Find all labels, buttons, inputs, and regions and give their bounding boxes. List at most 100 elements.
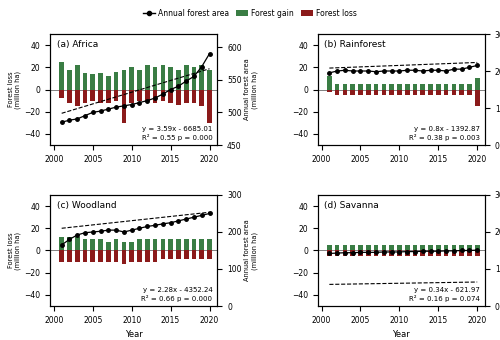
Y-axis label: Annual forest area
(million ha): Annual forest area (million ha) [244, 58, 258, 120]
Bar [98, 251, 103, 261]
Bar [200, 89, 204, 106]
Bar [90, 74, 95, 89]
Bar [327, 76, 332, 89]
Text: (a) Africa: (a) Africa [56, 39, 98, 49]
Bar [67, 237, 72, 251]
Bar [130, 251, 134, 261]
Bar [444, 84, 448, 89]
Bar [444, 89, 448, 95]
Bar [436, 89, 440, 95]
Bar [82, 89, 87, 103]
Bar [412, 84, 418, 89]
Bar [130, 242, 134, 251]
Bar [335, 89, 340, 95]
Bar [327, 251, 332, 256]
Bar [444, 251, 448, 256]
Bar [335, 84, 340, 89]
Bar [342, 245, 347, 251]
Bar [428, 84, 433, 89]
Bar [428, 245, 433, 251]
Text: y = 3.59x - 6685.01
R² = 0.55 p = 0.000: y = 3.59x - 6685.01 R² = 0.55 p = 0.000 [142, 126, 212, 140]
Bar [106, 76, 110, 89]
Text: (d) Savanna: (d) Savanna [324, 201, 379, 209]
Bar [192, 67, 196, 89]
Bar [350, 84, 355, 89]
Bar [412, 89, 418, 95]
Bar [137, 239, 142, 251]
Bar [200, 251, 204, 259]
Bar [452, 84, 456, 89]
Bar [420, 251, 425, 256]
Bar [382, 84, 386, 89]
Bar [475, 89, 480, 106]
Bar [145, 251, 150, 261]
Bar [67, 251, 72, 261]
Bar [160, 89, 165, 101]
Bar [67, 89, 72, 103]
Bar [176, 251, 180, 259]
Bar [137, 89, 142, 101]
Bar [184, 251, 188, 259]
Bar [75, 237, 80, 251]
Bar [152, 89, 158, 103]
Bar [467, 251, 472, 256]
Bar [350, 89, 355, 95]
Bar [390, 89, 394, 95]
Bar [428, 251, 433, 256]
Bar [122, 251, 126, 264]
Y-axis label: Annual forest area
(million ha): Annual forest area (million ha) [244, 220, 258, 282]
Bar [374, 245, 378, 251]
Bar [192, 239, 196, 251]
Bar [168, 67, 173, 89]
X-axis label: Year: Year [392, 330, 410, 339]
Bar [397, 89, 402, 95]
Bar [366, 84, 370, 89]
Bar [82, 251, 87, 261]
Text: y = 0.34x - 621.97
R² = 0.16 p = 0.074: y = 0.34x - 621.97 R² = 0.16 p = 0.074 [409, 287, 480, 302]
Bar [452, 251, 456, 256]
Bar [192, 89, 196, 103]
Bar [60, 62, 64, 89]
Bar [405, 251, 409, 256]
Bar [176, 69, 180, 89]
Text: y = 0.8x - 1392.87
R² = 0.38 p = 0.003: y = 0.8x - 1392.87 R² = 0.38 p = 0.003 [409, 126, 480, 140]
Bar [184, 89, 188, 103]
Bar [207, 251, 212, 259]
Bar [122, 242, 126, 251]
Bar [90, 89, 95, 101]
Bar [428, 89, 433, 95]
Bar [420, 84, 425, 89]
Bar [60, 251, 64, 261]
Bar [412, 245, 418, 251]
Y-axis label: Forest gain
(million ha)


Forest loss
(million ha): Forest gain (million ha) Forest loss (mi… [0, 70, 22, 108]
Bar [358, 89, 363, 95]
Bar [98, 73, 103, 89]
Bar [467, 245, 472, 251]
Bar [327, 89, 332, 92]
Bar [412, 251, 418, 256]
Bar [444, 245, 448, 251]
Bar [168, 89, 173, 103]
Bar [98, 89, 103, 103]
Bar [160, 239, 165, 251]
Bar [98, 239, 103, 251]
Bar [475, 251, 480, 256]
Bar [200, 65, 204, 89]
Bar [327, 245, 332, 251]
Bar [145, 239, 150, 251]
Bar [176, 239, 180, 251]
Bar [130, 89, 134, 103]
Bar [397, 245, 402, 251]
Bar [184, 65, 188, 89]
Bar [90, 239, 95, 251]
Bar [160, 251, 165, 259]
Bar [137, 69, 142, 89]
Bar [366, 245, 370, 251]
Bar [75, 89, 80, 106]
Bar [152, 67, 158, 89]
Bar [420, 89, 425, 95]
Bar [436, 84, 440, 89]
X-axis label: Year: Year [125, 330, 142, 339]
Bar [382, 89, 386, 95]
Bar [382, 245, 386, 251]
